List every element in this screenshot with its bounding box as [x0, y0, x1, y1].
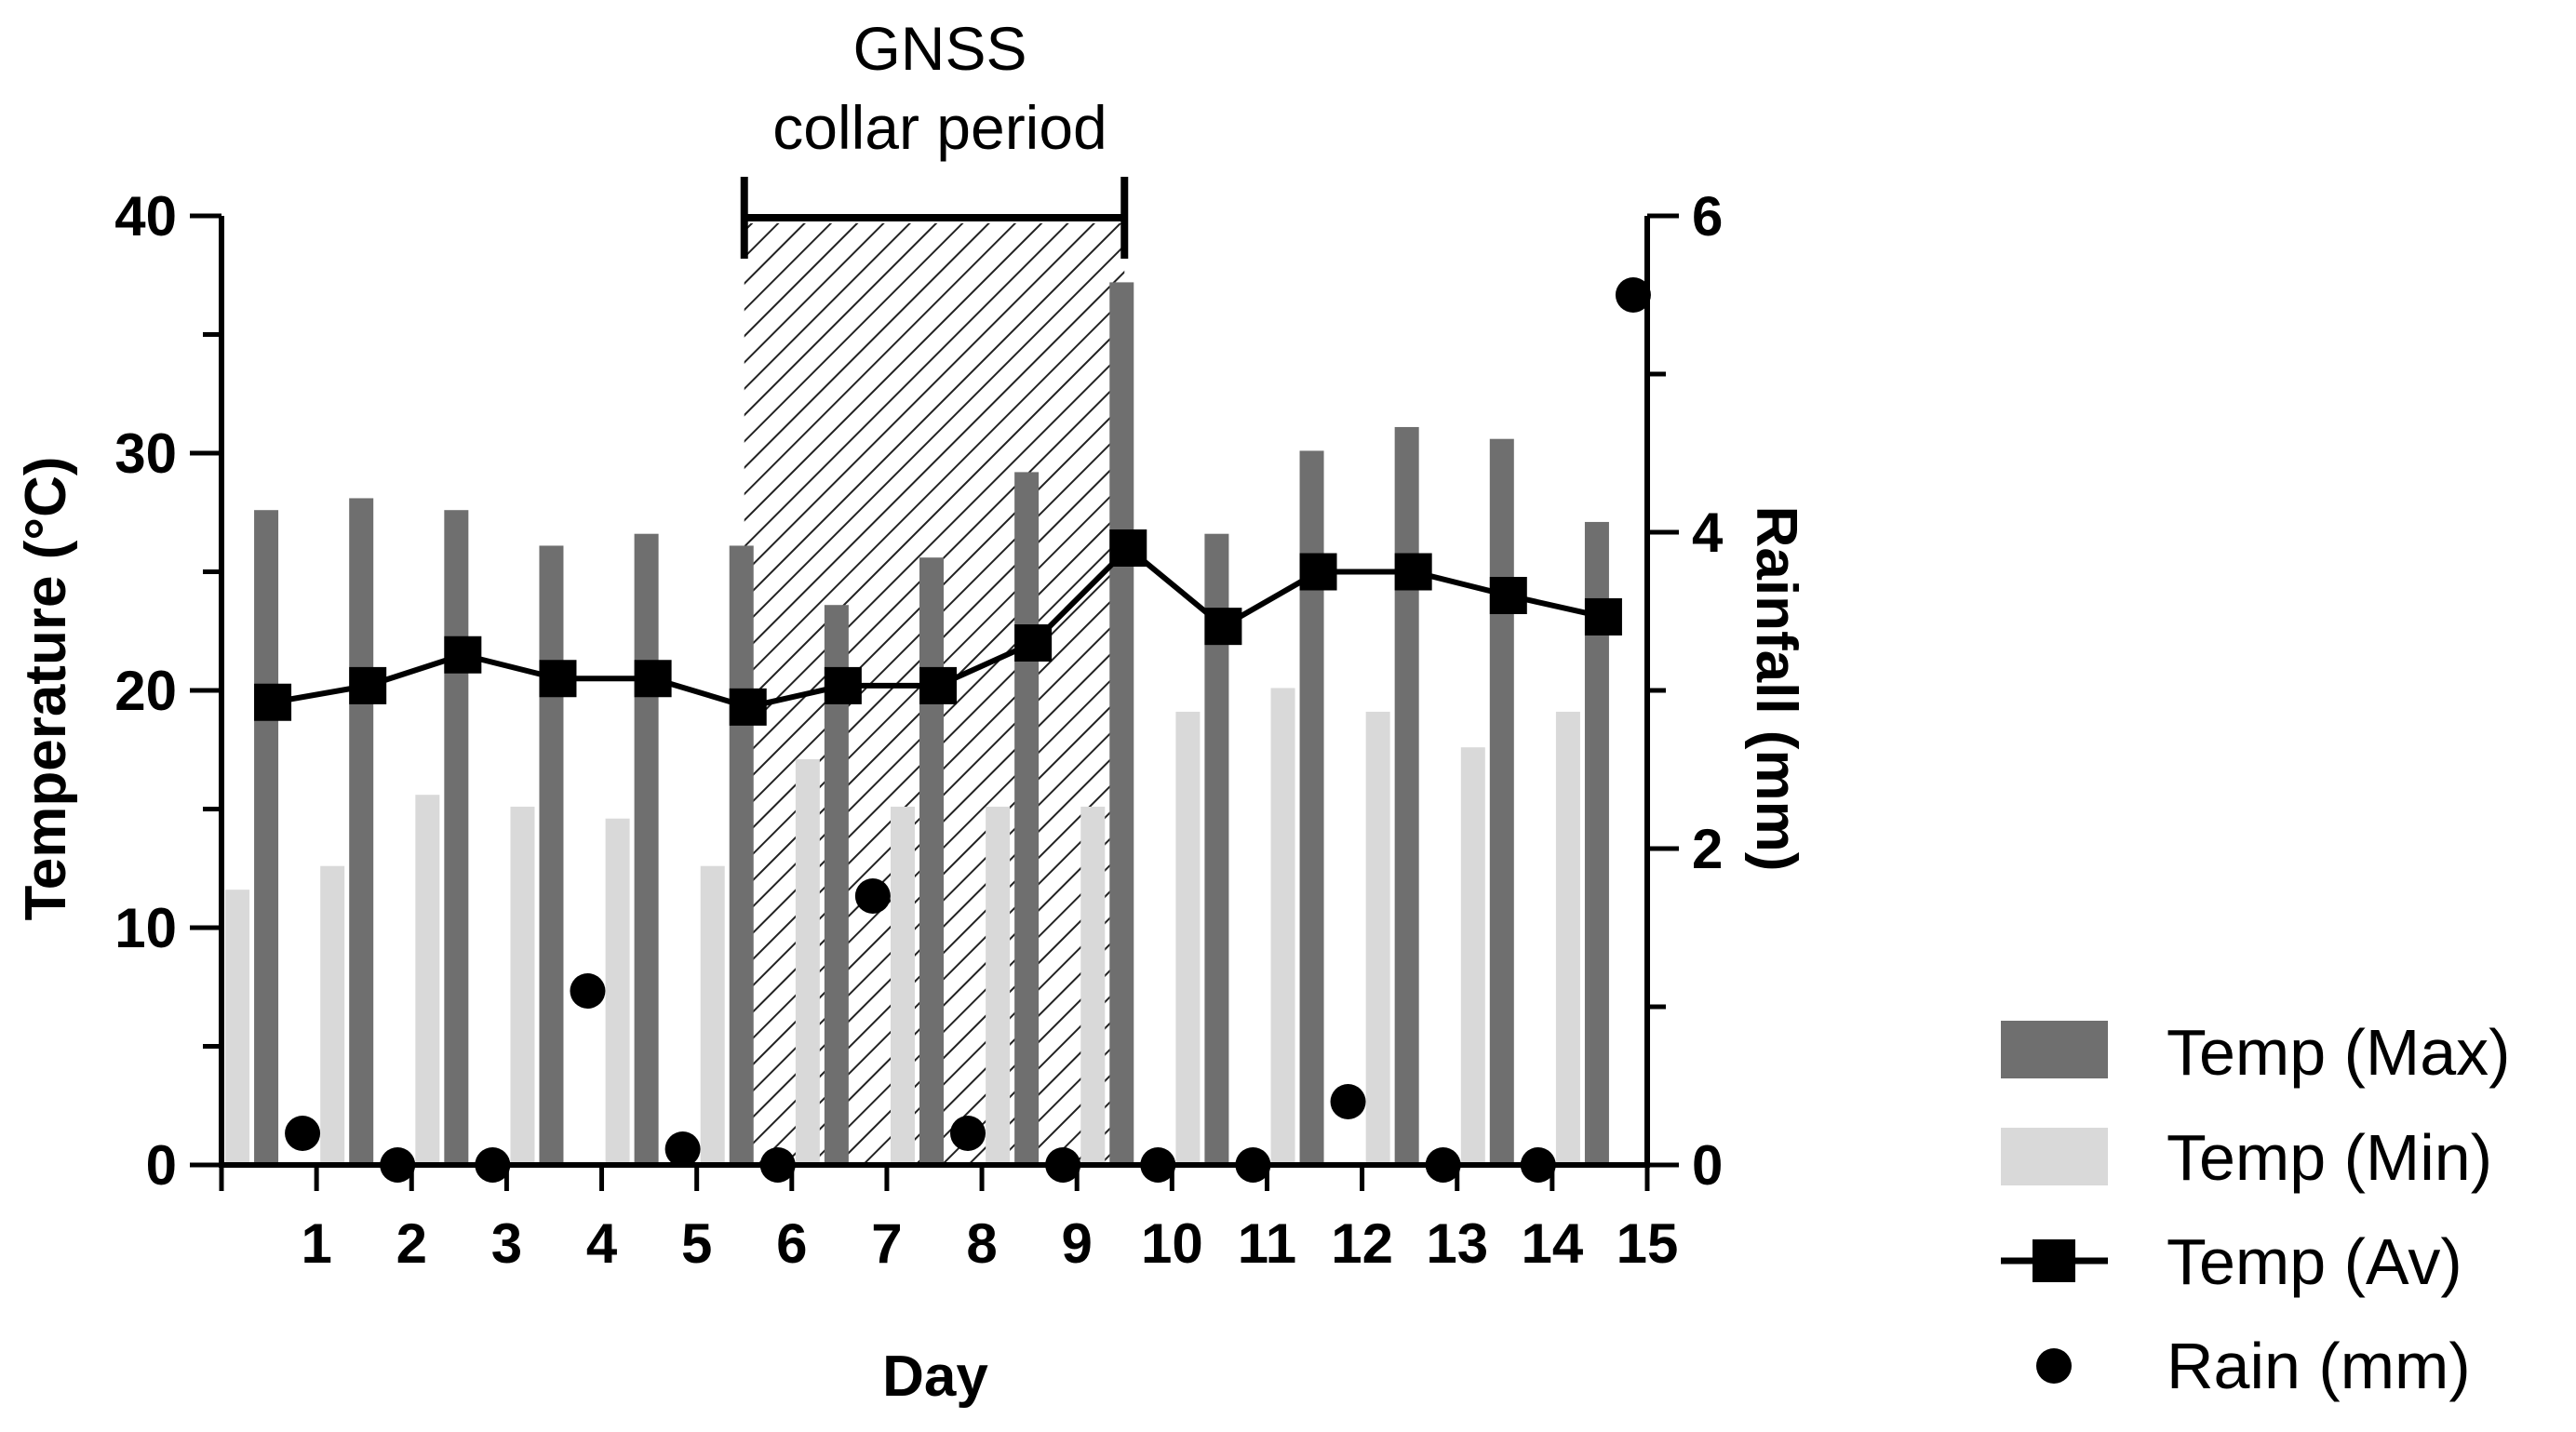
temp-av-marker-day-11 — [1204, 608, 1242, 646]
bar-temp-max-day-3 — [444, 510, 469, 1165]
rain-point-day-11 — [1235, 1147, 1271, 1183]
rain-point-day-9 — [1045, 1147, 1081, 1183]
y2-tick-label-6: 6 — [1692, 185, 1723, 248]
bar-temp-max-day-14 — [1489, 438, 1514, 1165]
x-tick-label-6: 6 — [776, 1212, 807, 1275]
x-tick-label-10: 10 — [1141, 1212, 1203, 1275]
legend-marker-av — [2033, 1239, 2075, 1282]
y2-tick-label-2: 2 — [1692, 818, 1723, 880]
temp-av-marker-day-15 — [1584, 597, 1622, 636]
bar-temp-max-day-10 — [1109, 282, 1134, 1165]
y2-tick-label-0: 0 — [1692, 1134, 1723, 1197]
bar-temp-max-day-8 — [919, 557, 944, 1165]
temp-av-marker-day-5 — [634, 660, 672, 698]
rain-point-day-1 — [285, 1116, 321, 1151]
y-tick-label-30: 30 — [114, 422, 177, 485]
x-tick-label-11: 11 — [1238, 1212, 1296, 1275]
rain-point-day-15 — [1615, 277, 1651, 313]
temp-av-marker-day-6 — [729, 688, 767, 726]
legend-marker-rain — [2036, 1348, 2072, 1384]
annotation-line2: collar period — [772, 93, 1107, 162]
bar-temp-min-day-5 — [605, 818, 630, 1165]
bar-temp-min-day-11 — [1175, 711, 1201, 1165]
y2-tick-label-4: 4 — [1692, 502, 1724, 564]
x-tick-label-12: 12 — [1331, 1212, 1393, 1275]
bar-temp-min-day-3 — [415, 795, 440, 1165]
temp-av-marker-day-10 — [1109, 529, 1147, 567]
temp-av-marker-day-1 — [254, 683, 292, 721]
temp-av-marker-day-12 — [1299, 553, 1337, 591]
rain-point-day-13 — [1425, 1147, 1461, 1183]
bar-temp-min-day-14 — [1460, 747, 1485, 1165]
x-tick-label-7: 7 — [871, 1212, 902, 1275]
bar-temp-max-day-9 — [1014, 472, 1040, 1165]
bar-temp-max-day-5 — [634, 533, 659, 1165]
bar-temp-min-day-6 — [700, 865, 725, 1165]
rain-point-day-7 — [854, 878, 891, 914]
temp-av-marker-day-2 — [349, 666, 387, 704]
annotation-line1: GNSS — [852, 14, 1026, 83]
rain-point-day-10 — [1140, 1147, 1176, 1183]
bar-temp-min-day-2 — [320, 865, 345, 1165]
rain-point-day-6 — [759, 1147, 796, 1183]
temp-av-marker-day-7 — [824, 666, 862, 704]
x-tick-label-5: 5 — [681, 1212, 712, 1275]
x-tick-label-14: 14 — [1521, 1212, 1583, 1275]
rain-point-day-8 — [950, 1116, 986, 1151]
x-tick-label-9: 9 — [1062, 1212, 1093, 1275]
x-axis-title: Day — [882, 1345, 988, 1409]
y-tick-label-0: 0 — [146, 1134, 177, 1197]
y-tick-label-40: 40 — [114, 185, 177, 248]
y-axis-title: Temperature (°C) — [14, 456, 78, 920]
x-tick-label-8: 8 — [966, 1212, 997, 1275]
bar-temp-min-day-12 — [1270, 688, 1295, 1165]
bar-temp-max-day-13 — [1394, 426, 1419, 1165]
bar-temp-min-day-8 — [891, 806, 915, 1165]
legend: Temp (Max) Temp (Min) Temp (Av) Rain (mm… — [2001, 1016, 2510, 1402]
x-tick-label-3: 3 — [491, 1212, 522, 1275]
x-tick-label-2: 2 — [396, 1212, 427, 1275]
bar-temp-max-day-6 — [729, 545, 754, 1165]
bar-temp-min-day-1 — [225, 890, 250, 1165]
rain-point-day-2 — [380, 1147, 416, 1183]
legend-label-rain: Rain (mm) — [2167, 1330, 2471, 1402]
bar-temp-max-day-1 — [254, 510, 279, 1165]
y-tick-label-20: 20 — [114, 660, 177, 722]
rain-point-day-3 — [475, 1147, 511, 1183]
y-tick-label-10: 10 — [114, 897, 177, 959]
x-tick-label-1: 1 — [301, 1212, 331, 1275]
bar-temp-min-day-9 — [986, 806, 1011, 1165]
x-tick-label-4: 4 — [586, 1212, 618, 1275]
rain-point-day-12 — [1330, 1084, 1366, 1119]
legend-label-min: Temp (Min) — [2167, 1121, 2492, 1194]
bar-temp-max-day-2 — [349, 498, 374, 1165]
temp-av-marker-day-9 — [1014, 624, 1053, 662]
temp-av-marker-day-4 — [539, 660, 577, 698]
rain-point-day-5 — [664, 1131, 701, 1167]
bar-temp-min-day-10 — [1080, 806, 1106, 1165]
x-tick-label-13: 13 — [1426, 1212, 1488, 1275]
y2-axis-title: Rainfall (mm) — [1744, 506, 1808, 872]
rain-point-day-4 — [570, 973, 606, 1009]
temp-av-marker-day-13 — [1394, 553, 1432, 591]
rain-point-day-14 — [1520, 1147, 1556, 1183]
legend-label-av: Temp (Av) — [2167, 1225, 2462, 1298]
bar-temp-min-day-7 — [795, 758, 820, 1165]
legend-label-max: Temp (Max) — [2167, 1016, 2510, 1089]
legend-swatch-min — [2001, 1128, 2108, 1185]
bar-temp-max-day-4 — [539, 545, 564, 1165]
x-tick-label-15: 15 — [1617, 1212, 1679, 1275]
legend-swatch-max — [2001, 1021, 2108, 1078]
bar-temp-min-day-15 — [1555, 711, 1580, 1165]
temp-av-marker-day-14 — [1489, 577, 1527, 614]
bar-temp-min-day-13 — [1365, 711, 1390, 1165]
bar-temp-min-day-4 — [510, 806, 535, 1165]
temp-av-marker-day-8 — [919, 666, 957, 704]
temp-av-marker-day-3 — [444, 636, 482, 674]
